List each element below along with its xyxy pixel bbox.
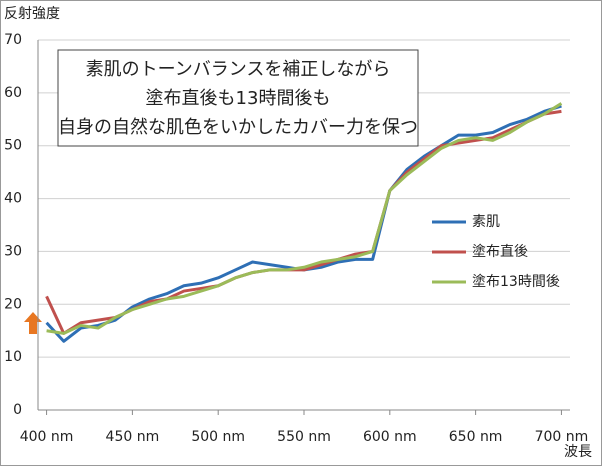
y-tick-label: 10 [4, 349, 22, 365]
series-line [46, 102, 563, 335]
y-tick-label: 50 [4, 138, 22, 154]
x-axis-label: 波長 [564, 444, 592, 460]
y-tick-label: 70 [4, 32, 22, 48]
legend-label: 塗布13時間後 [472, 273, 560, 290]
y-tick-label: 30 [4, 243, 22, 259]
x-tick-label: 450 nm [106, 429, 160, 445]
y-tick-label: 60 [4, 85, 22, 101]
y-axis-label: 反射強度 [4, 6, 60, 22]
annotation-text: 塗布直後も13時間後も [146, 87, 331, 109]
x-tick-label: 500 nm [191, 429, 245, 445]
x-tick-label: 600 nm [363, 429, 417, 445]
x-tick-label: 400 nm [20, 429, 74, 445]
x-tick-label: 700 nm [535, 429, 589, 445]
legend-label: 素肌 [472, 214, 500, 230]
annotation-text: 素肌のトーンバランスを補正しながら [86, 59, 391, 80]
legend-label: 塗布直後 [472, 243, 528, 260]
y-tick-label: 0 [13, 402, 22, 418]
x-tick-label: 650 nm [449, 429, 503, 445]
y-tick-label: 40 [4, 191, 22, 207]
annotation-text: 自身の自然な肌色をいかしたカバー力を保つ [58, 117, 418, 138]
y-tick-label: 20 [4, 296, 22, 312]
x-tick-label: 550 nm [277, 429, 331, 445]
annotation-box [57, 49, 419, 147]
